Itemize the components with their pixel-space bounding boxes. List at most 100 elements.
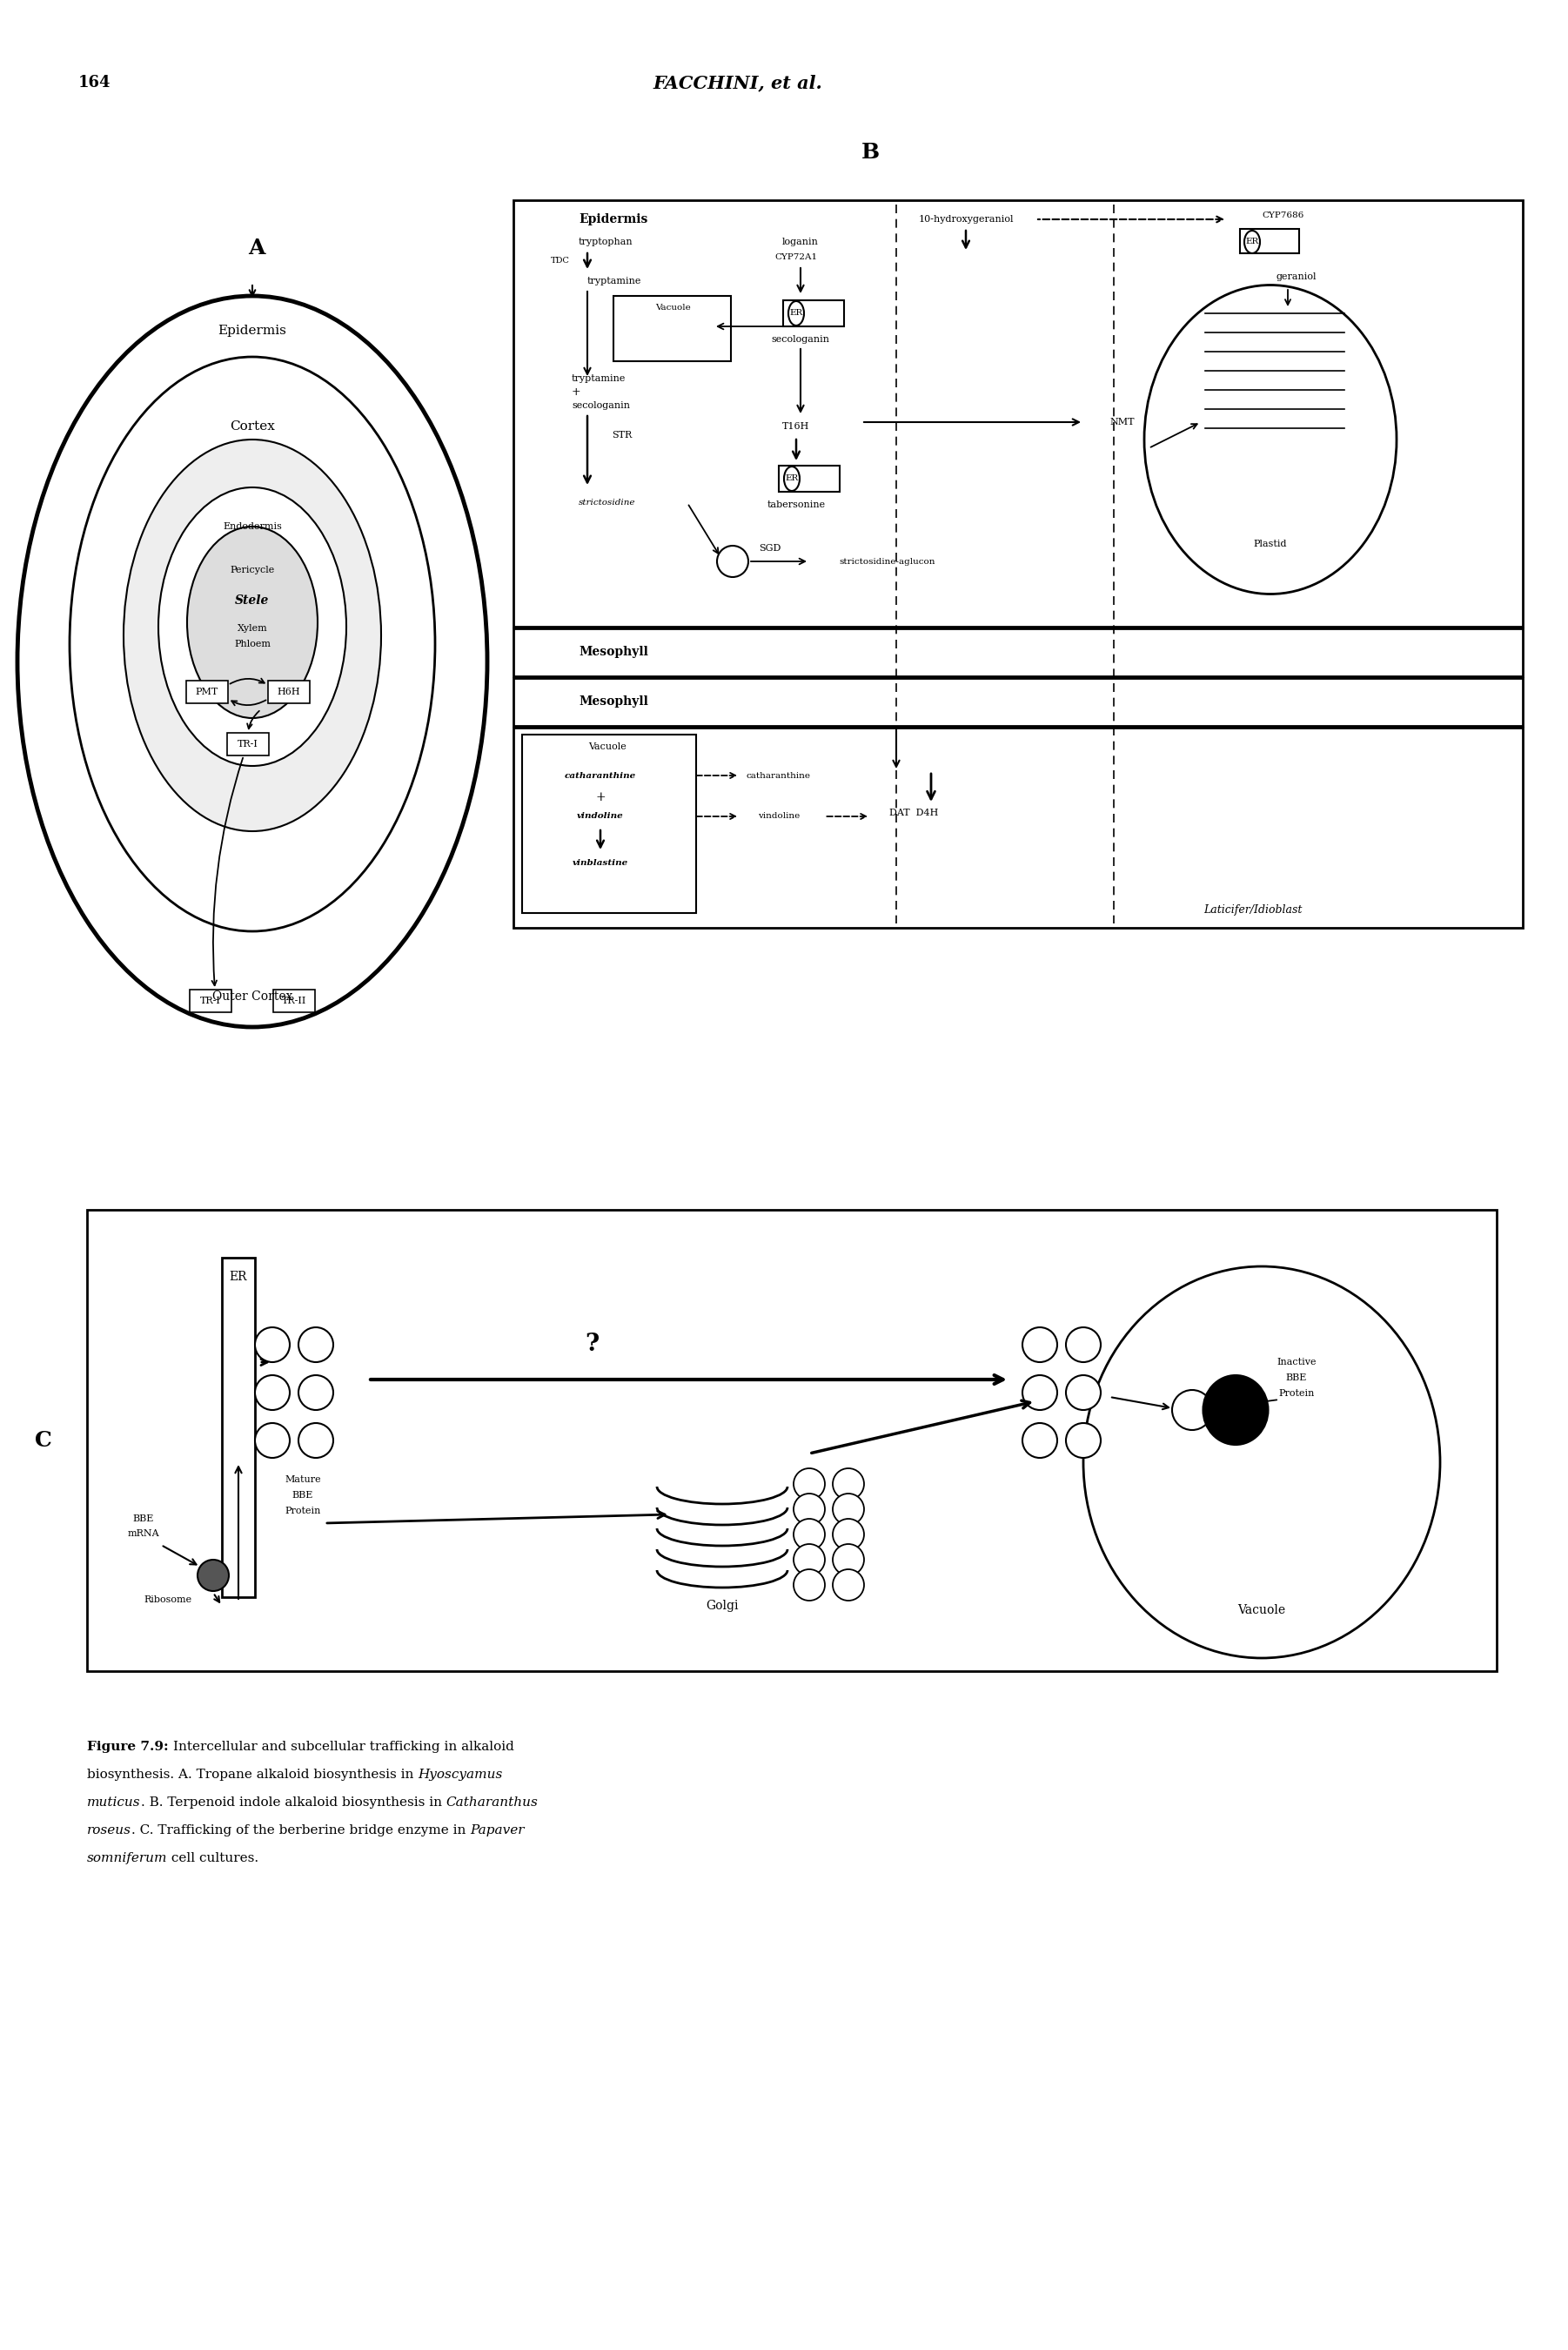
Circle shape [298, 1328, 334, 1363]
Text: Plastid: Plastid [1254, 540, 1287, 548]
Bar [522, 736, 696, 914]
Bar [513, 728, 1523, 928]
Ellipse shape [124, 439, 381, 832]
Bar [190, 989, 232, 1013]
Bar [223, 1257, 256, 1598]
Text: Pericycle: Pericycle [230, 566, 274, 573]
Text: +: + [572, 385, 580, 397]
Bar [187, 682, 227, 703]
Circle shape [833, 1570, 864, 1600]
Text: tabersonine: tabersonine [767, 501, 825, 510]
Circle shape [833, 1469, 864, 1499]
Circle shape [793, 1544, 825, 1575]
Text: Protein: Protein [1278, 1389, 1314, 1398]
Bar [513, 679, 1523, 726]
Text: Intercellular and subcellular trafficking in alkaloid: Intercellular and subcellular traffickin… [172, 1741, 514, 1753]
Ellipse shape [789, 301, 804, 327]
Text: TR-I: TR-I [201, 996, 221, 1006]
Text: . B. Terpenoid indole alkaloid biosynthesis in: . B. Terpenoid indole alkaloid biosynthe… [141, 1795, 445, 1810]
Text: geraniol: geraniol [1276, 273, 1317, 282]
Text: PMT: PMT [196, 689, 218, 696]
Circle shape [298, 1424, 334, 1457]
Text: Mesophyll: Mesophyll [579, 696, 648, 707]
Text: ?: ? [585, 1332, 599, 1356]
Ellipse shape [69, 357, 434, 931]
Text: Inactive: Inactive [1276, 1358, 1316, 1365]
Text: somniferum: somniferum [86, 1852, 168, 1864]
Circle shape [833, 1544, 864, 1575]
Text: loganin: loganin [782, 237, 818, 247]
Text: vinblastine: vinblastine [572, 858, 629, 867]
Text: Papaver: Papaver [470, 1824, 524, 1835]
Text: +: + [596, 792, 605, 804]
Bar [782, 301, 844, 327]
Text: tryptophan: tryptophan [579, 237, 633, 247]
Text: Golgi: Golgi [706, 1600, 739, 1612]
Text: TDC: TDC [550, 256, 569, 266]
Text: Vacuole: Vacuole [1237, 1605, 1286, 1617]
Text: ER: ER [1245, 237, 1259, 247]
Circle shape [1173, 1389, 1212, 1431]
Text: catharanthine: catharanthine [564, 771, 637, 780]
Text: muticus: muticus [86, 1795, 141, 1810]
Text: TR-I: TR-I [238, 740, 259, 750]
Text: TR-II: TR-II [282, 996, 306, 1006]
Text: Endodermis: Endodermis [223, 522, 282, 531]
Text: Figure 7.9:: Figure 7.9: [86, 1741, 172, 1753]
Text: Hyoscyamus: Hyoscyamus [419, 1770, 503, 1781]
Text: ER: ER [229, 1271, 248, 1283]
Ellipse shape [1145, 284, 1397, 595]
Circle shape [717, 545, 748, 578]
Bar [613, 296, 731, 362]
Text: C: C [34, 1431, 52, 1450]
Text: vindoline: vindoline [757, 813, 800, 820]
Text: strictosidine-aglucon: strictosidine-aglucon [839, 557, 936, 566]
Bar [513, 627, 1523, 677]
Circle shape [1022, 1424, 1057, 1457]
Text: Protein: Protein [285, 1506, 321, 1516]
Bar [227, 733, 268, 754]
Text: Xylem: Xylem [237, 625, 268, 632]
Circle shape [256, 1375, 290, 1410]
Text: FACCHINI, et al.: FACCHINI, et al. [652, 73, 822, 92]
Ellipse shape [784, 468, 800, 491]
Text: 10-hydroxygeraniol: 10-hydroxygeraniol [919, 214, 1013, 223]
Ellipse shape [1203, 1375, 1269, 1445]
Text: BBE: BBE [133, 1513, 154, 1523]
Text: tryptamine: tryptamine [572, 374, 626, 383]
Text: . C. Trafficking of the berberine bridge enzyme in: . C. Trafficking of the berberine bridge… [132, 1824, 470, 1835]
Text: ER: ER [790, 310, 803, 317]
Circle shape [198, 1560, 229, 1591]
Circle shape [793, 1495, 825, 1525]
Text: Laticifer/Idioblast: Laticifer/Idioblast [1204, 905, 1303, 916]
Text: tryptamine: tryptamine [588, 277, 641, 284]
Text: Stele: Stele [235, 595, 270, 606]
Text: Outer Cortex: Outer Cortex [212, 989, 293, 1003]
Text: Vacuole: Vacuole [588, 743, 626, 752]
Circle shape [1066, 1375, 1101, 1410]
Text: H6H: H6H [278, 689, 301, 696]
Circle shape [256, 1328, 290, 1363]
Text: vindoline: vindoline [577, 813, 624, 820]
Ellipse shape [187, 526, 318, 719]
Circle shape [793, 1570, 825, 1600]
Text: roseus: roseus [86, 1824, 132, 1835]
Text: biosynthesis. A. Tropane alkaloid biosynthesis in: biosynthesis. A. Tropane alkaloid biosyn… [86, 1770, 419, 1781]
Text: DAT  D4H: DAT D4H [889, 808, 938, 818]
Text: CYP7686: CYP7686 [1262, 212, 1303, 221]
Bar [1240, 228, 1300, 254]
Text: CYP72A1: CYP72A1 [775, 254, 817, 261]
Bar [273, 989, 315, 1013]
Circle shape [1022, 1375, 1057, 1410]
Text: strictosidine: strictosidine [579, 498, 635, 508]
Text: Phloem: Phloem [234, 639, 271, 649]
Text: Ribosome: Ribosome [144, 1596, 191, 1605]
Text: Epidermis: Epidermis [218, 324, 287, 336]
Text: ER: ER [786, 475, 798, 482]
Text: catharanthine: catharanthine [746, 771, 811, 780]
Circle shape [1022, 1328, 1057, 1363]
Text: A: A [248, 237, 265, 258]
Ellipse shape [17, 296, 488, 1027]
Text: BBE: BBE [1286, 1372, 1308, 1382]
Text: T16H: T16H [782, 423, 809, 430]
